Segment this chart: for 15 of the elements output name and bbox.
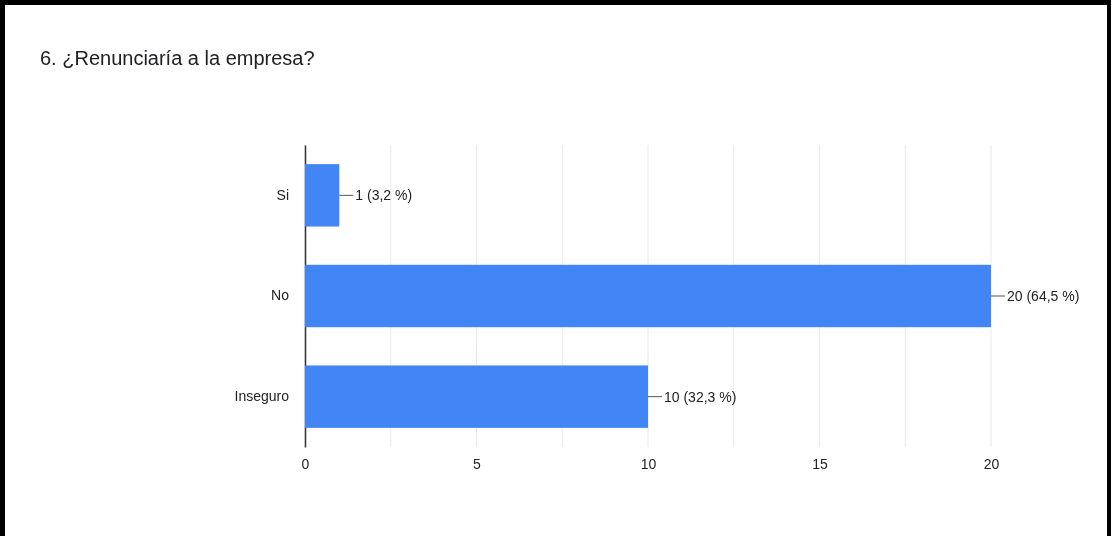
bar — [305, 365, 648, 428]
data-label: 20 (64,5 %) — [1007, 287, 1080, 304]
data-label: 10 (32,3 %) — [664, 388, 737, 405]
x-tick-label: 5 — [473, 455, 482, 472]
x-tick-label: 20 — [983, 455, 1000, 472]
bar — [305, 164, 340, 227]
y-tick-label: No — [271, 287, 290, 304]
x-tick-label: 10 — [640, 455, 657, 472]
chart-title: 6. ¿Renunciaría a la empresa? — [40, 47, 315, 69]
data-label: 1 (3,2 %) — [355, 187, 413, 204]
x-tick-label: 0 — [301, 455, 310, 472]
bar — [305, 264, 991, 328]
x-tick-label: 15 — [812, 455, 828, 472]
y-tick-label: Inseguro — [234, 388, 290, 405]
y-tick-label: Si — [276, 186, 289, 203]
